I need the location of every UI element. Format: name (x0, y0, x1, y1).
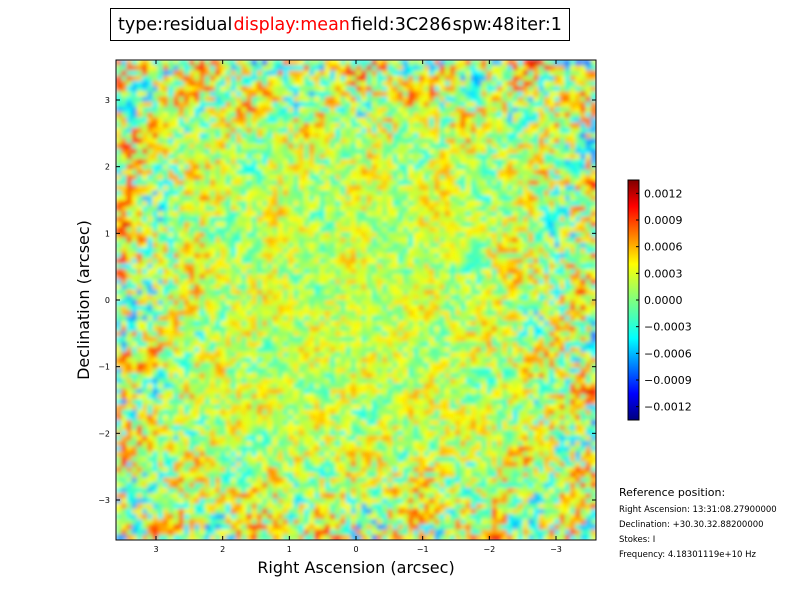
colorbar-tick-label: 0.0009 (644, 214, 683, 227)
reference-ra: Right Ascension: 13:31:08.27900000 (619, 505, 777, 515)
x-tick-label: −3 (550, 545, 562, 554)
title-spw: spw:48 (452, 14, 515, 35)
colorbar-tick-label: 0.0006 (644, 241, 683, 254)
x-tick-label: −1 (417, 545, 429, 554)
y-tick-label: 3 (105, 96, 110, 105)
reference-stokes: Stokes: I (619, 535, 656, 545)
colorbar-tick-label: −0.0009 (644, 374, 692, 387)
colorbar-tick-label: −0.0006 (644, 347, 692, 360)
y-axis: 3 2 1 0 −1 −2 −3 (98, 96, 596, 505)
x-tick-label: −2 (483, 545, 495, 554)
x-axis: 3 2 1 0 −1 −2 −3 (153, 60, 562, 554)
colorbar-tick-label: 0.0003 (644, 267, 683, 280)
colorbar-tick-label: −0.0012 (644, 401, 692, 414)
reference-position-block: Reference position: Right Ascension: 13:… (619, 486, 777, 563)
image-title-box: type:residual display:mean field:3C286 s… (110, 8, 570, 41)
y-tick-label: 2 (105, 163, 110, 172)
x-tick-label: 2 (220, 545, 225, 554)
x-tick-label: 1 (287, 545, 292, 554)
colorbar-tick-label: −0.0003 (644, 321, 692, 334)
plot-area (116, 60, 596, 540)
reference-dec: Declination: +30.30.32.88200000 (619, 520, 764, 530)
y-axis-label: Declination (arcsec) (74, 220, 93, 380)
colorbar-tick-label: 0.0000 (644, 294, 683, 307)
reference-title: Reference position: (619, 486, 726, 499)
y-tick-label: 0 (105, 296, 110, 305)
reference-frequency: Frequency: 4.18301119e+10 Hz (619, 550, 756, 560)
colorbar-tick-label: 0.0012 (644, 187, 683, 200)
title-field: field:3C286 (351, 14, 452, 35)
title-display: display:mean (233, 14, 350, 35)
y-tick-label: −1 (98, 363, 110, 372)
y-tick-label: −3 (98, 496, 110, 505)
colorbar-ticks: 0.0012 0.0009 0.0006 0.0003 0.0000 −0.0003 −0.… (636, 187, 692, 414)
y-tick-label: 1 (105, 229, 110, 238)
y-tick-label: −2 (98, 429, 110, 438)
title-iter: iter:1 (515, 14, 562, 35)
x-axis-label: Right Ascension (arcsec) (257, 558, 454, 577)
title-type: type:residual (118, 14, 233, 35)
x-tick-label: 3 (153, 545, 158, 554)
x-tick-label: 0 (353, 545, 358, 554)
